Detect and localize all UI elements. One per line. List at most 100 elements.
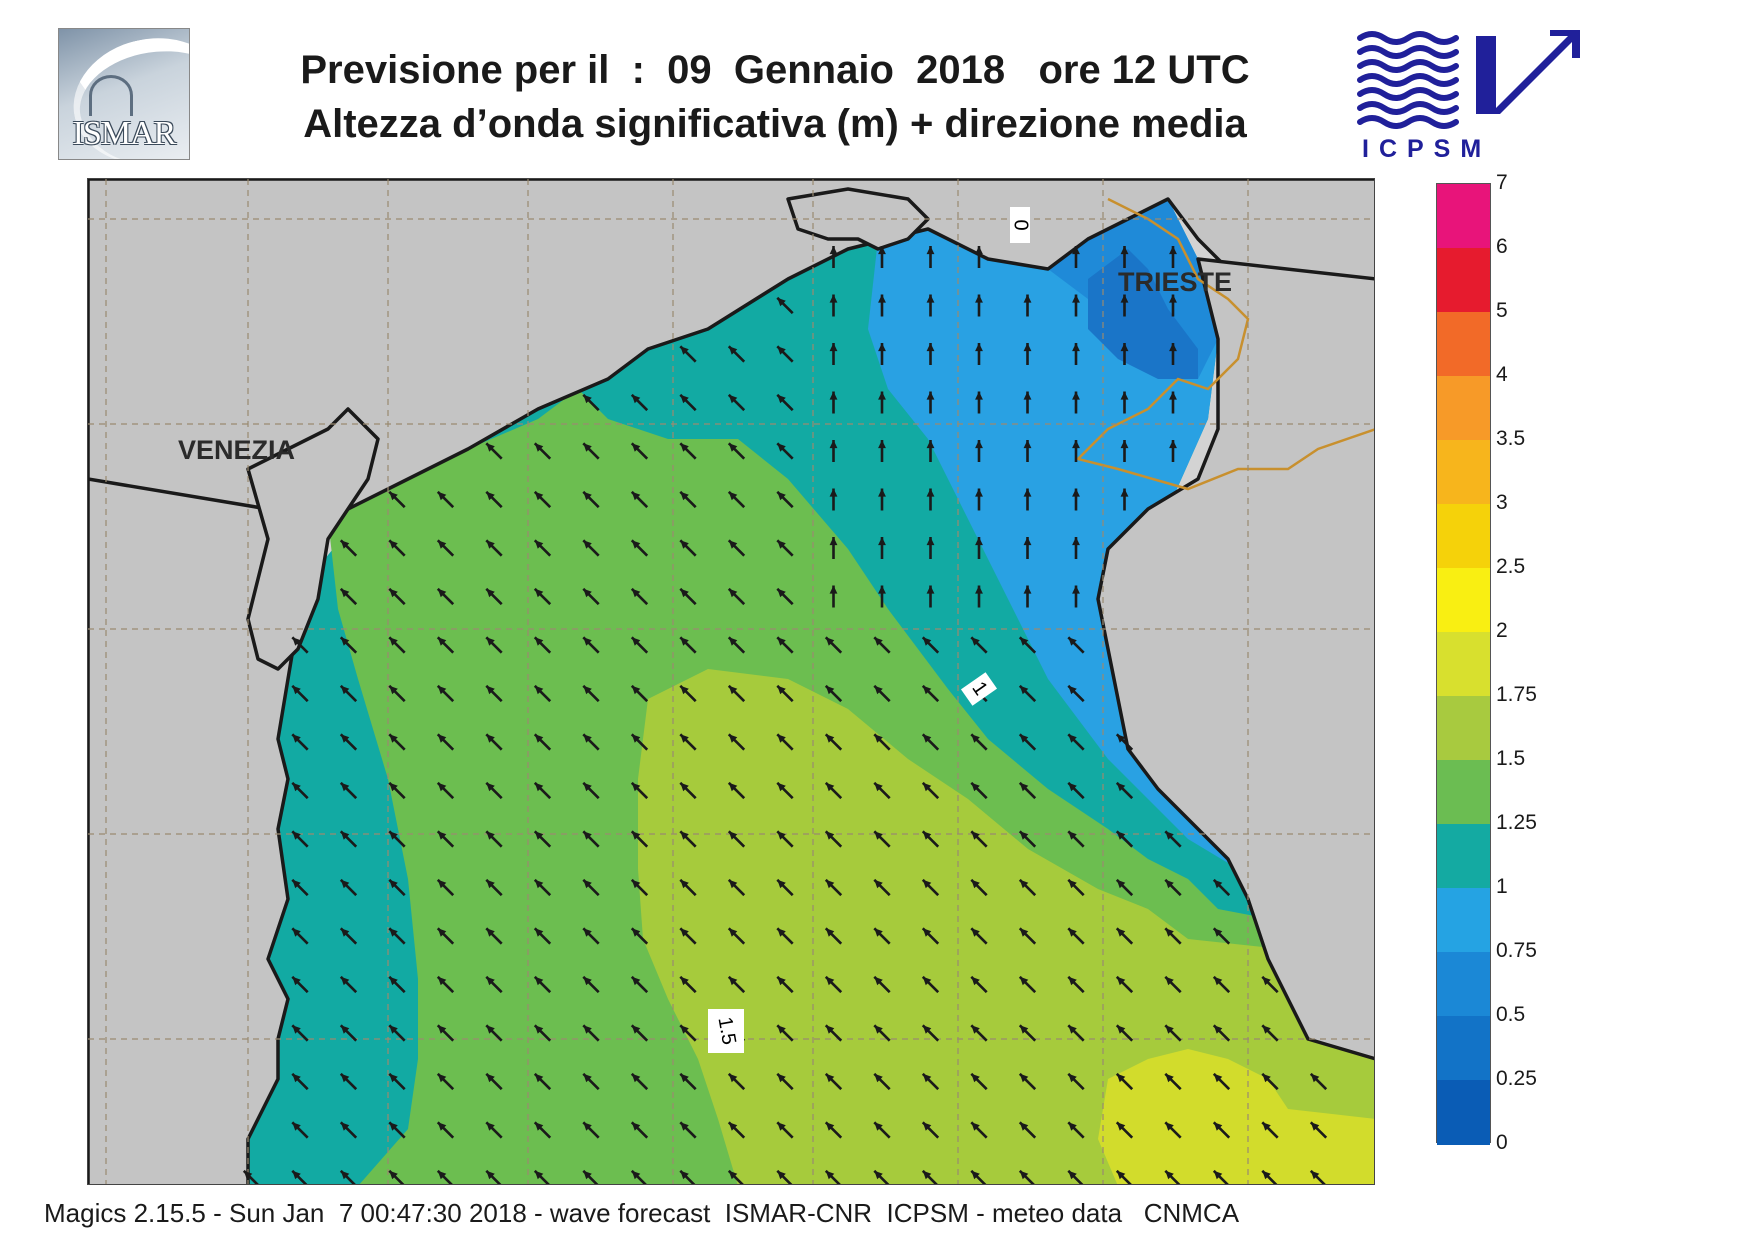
footer-credits: Magics 2.15.5 - Sun Jan 7 00:47:30 2018 … <box>44 1198 1240 1228</box>
wave-direction-arrow <box>970 878 988 897</box>
wave-direction-arrow <box>824 878 843 897</box>
legend-tick-label: 1.75 <box>1496 683 1537 706</box>
legend-tick-label: 3 <box>1496 491 1508 514</box>
wave-direction-arrow <box>291 830 309 848</box>
wave-direction-arrow <box>582 781 600 800</box>
wave-direction-arrow <box>1120 294 1129 317</box>
wave-direction-arrow <box>1169 391 1177 414</box>
wave-direction-arrow <box>873 1072 891 1091</box>
wave-direction-arrow <box>1120 391 1129 414</box>
legend-color-segment <box>1437 888 1490 953</box>
wave-direction-arrow <box>1018 684 1037 703</box>
wave-direction-arrow <box>727 878 746 897</box>
wave-direction-arrow <box>1018 927 1037 945</box>
wave-direction-arrow <box>388 733 406 751</box>
wave-direction-arrow <box>339 733 358 751</box>
wave-direction-arrow <box>582 539 600 557</box>
wave-direction-arrow <box>339 1169 356 1184</box>
wave-direction-arrow <box>926 294 935 317</box>
wave-direction-arrow <box>873 1169 890 1184</box>
wave-direction-arrow <box>582 442 600 460</box>
wave-direction-arrow <box>485 539 503 557</box>
legend-color-segment <box>1437 184 1490 249</box>
wave-direction-arrow <box>1261 1024 1279 1042</box>
legend-colorbar <box>1436 183 1491 1145</box>
wave-direction-arrow <box>679 587 697 606</box>
wave-direction-arrow <box>1115 781 1134 800</box>
wave-direction-arrow <box>339 927 358 945</box>
wave-direction-arrow <box>873 1121 891 1139</box>
cnr-emblem-icon <box>89 75 133 116</box>
wave-direction-arrow <box>388 1169 405 1184</box>
wave-direction-arrow <box>339 539 358 557</box>
wave-direction-arrow <box>1023 585 1032 608</box>
legend-tick-label: 1.25 <box>1496 811 1537 834</box>
wave-direction-arrow <box>1261 1169 1278 1184</box>
wave-direction-arrow <box>582 830 600 848</box>
wave-direction-arrow <box>824 1169 841 1184</box>
wave-direction-arrow <box>921 781 940 800</box>
wave-direction-arrow <box>970 1121 988 1139</box>
label-venezia: VENEZIA <box>178 435 295 465</box>
wave-direction-arrow <box>485 636 503 654</box>
wave-direction-arrow <box>829 246 838 268</box>
wave-direction-arrow <box>436 878 455 897</box>
wave-direction-arrow <box>1212 975 1231 994</box>
wave-direction-arrow <box>533 1072 552 1091</box>
contour-label-0: 0 <box>1010 207 1032 243</box>
legend-color-segment <box>1437 1016 1490 1081</box>
wave-direction-arrow <box>291 1121 309 1139</box>
wave-direction-arrow <box>1212 927 1231 945</box>
wave-direction-arrow <box>582 1072 600 1091</box>
wave-direction-arrow <box>1018 781 1037 800</box>
wave-direction-arrow <box>1212 1121 1231 1139</box>
wave-direction-arrow <box>630 442 649 460</box>
wave-direction-arrow <box>1018 975 1037 994</box>
wave-direction-arrow <box>1169 294 1177 317</box>
wave-direction-arrow <box>582 927 600 945</box>
wave-direction-arrow <box>582 1121 600 1139</box>
wave-direction-arrow <box>679 490 697 509</box>
wave-direction-arrow <box>1164 1024 1182 1042</box>
wave-direction-arrow <box>436 636 455 654</box>
contour-label-1: 1 <box>960 672 998 706</box>
legend-color-segment <box>1437 440 1490 505</box>
wave-direction-arrow <box>1072 343 1080 365</box>
legend-tick-label: 0.75 <box>1496 939 1537 962</box>
wave-direction-arrow <box>1164 927 1182 945</box>
wave-direction-arrow <box>824 684 843 703</box>
forecast-title: Previsione per il : 09 Gennaio 2018 ore … <box>300 48 1250 92</box>
wave-direction-arrow <box>291 975 309 994</box>
wave-direction-arrow <box>1067 636 1085 654</box>
wave-direction-arrow <box>776 830 794 848</box>
wave-direction-arrow <box>776 781 794 800</box>
wave-direction-arrow <box>970 927 988 945</box>
wave-direction-arrow <box>485 781 503 800</box>
wave-direction-arrow <box>921 1024 940 1042</box>
wave-direction-arrow <box>339 830 358 848</box>
wave-direction-arrow <box>1212 1169 1229 1184</box>
wave-direction-arrow <box>1115 733 1134 751</box>
wave-direction-arrow <box>533 490 552 509</box>
wave-direction-arrow <box>630 539 649 557</box>
wave-direction-arrow <box>533 684 552 703</box>
wave-direction-arrow <box>485 1024 503 1042</box>
wave-direction-arrow <box>388 1024 406 1042</box>
wave-direction-arrow <box>339 684 358 703</box>
wave-direction-arrow <box>533 878 552 897</box>
wave-direction-arrow <box>388 1072 406 1091</box>
legend-tick-label: 6 <box>1496 235 1508 258</box>
wave-direction-arrow <box>921 1121 940 1139</box>
wave-direction-arrow <box>873 781 891 800</box>
wave-direction-arrow <box>388 587 406 606</box>
wave-direction-arrow <box>727 975 746 994</box>
wave-direction-arrow <box>727 345 746 363</box>
wave-direction-arrow <box>1261 1121 1279 1139</box>
wave-direction-arrow <box>485 490 503 509</box>
wave-direction-arrow <box>727 636 746 654</box>
wave-direction-arrow <box>829 585 838 608</box>
wave-direction-arrow <box>388 1121 406 1139</box>
wave-direction-arrow <box>1023 294 1032 317</box>
wave-direction-arrow <box>339 1121 358 1139</box>
wave-direction-arrow <box>1072 537 1080 559</box>
